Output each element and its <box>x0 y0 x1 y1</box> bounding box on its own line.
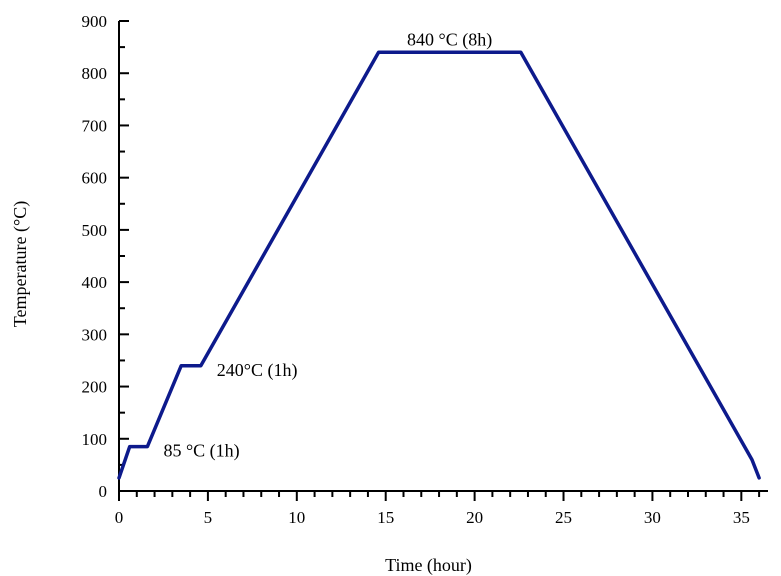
y-tick-label: 900 <box>82 12 108 31</box>
series-line <box>117 50 761 480</box>
annotation: 240°C (1h) <box>217 360 298 381</box>
annotation: 840 °C (8h) <box>407 29 492 50</box>
x-tick-label: 10 <box>288 508 305 527</box>
annotations: 840 °C (8h) 240°C (1h) 85 °C (1h) <box>163 29 492 461</box>
y-tick-label: 600 <box>82 169 108 188</box>
x-axis-label: Time (hour) <box>385 555 472 576</box>
x-tick-label: 35 <box>733 508 750 527</box>
x-tick-label: 15 <box>377 508 394 527</box>
y-ticks: 0 100 200 300 400 500 600 700 800 900 <box>82 12 129 501</box>
y-tick-label: 800 <box>82 64 108 83</box>
x-tick-label: 30 <box>644 508 661 527</box>
y-tick-label: 200 <box>82 378 108 397</box>
y-axis-label: Temperature (°C) <box>10 201 31 327</box>
x-tick-label: 5 <box>204 508 213 527</box>
x-tick-label: 25 <box>555 508 572 527</box>
axes <box>118 21 768 492</box>
y-tick-label: 500 <box>82 221 108 240</box>
x-ticks: 0 5 10 15 20 25 30 35 <box>115 491 761 527</box>
x-tick-label: 0 <box>115 508 124 527</box>
y-tick-label: 400 <box>82 273 108 292</box>
annotation: 85 °C (1h) <box>163 440 239 461</box>
y-tick-label: 700 <box>82 116 108 135</box>
x-tick-label: 20 <box>466 508 483 527</box>
y-tick-label: 0 <box>99 482 108 501</box>
y-tick-label: 300 <box>82 325 108 344</box>
y-tick-label: 100 <box>82 430 108 449</box>
series-layer <box>117 50 761 480</box>
